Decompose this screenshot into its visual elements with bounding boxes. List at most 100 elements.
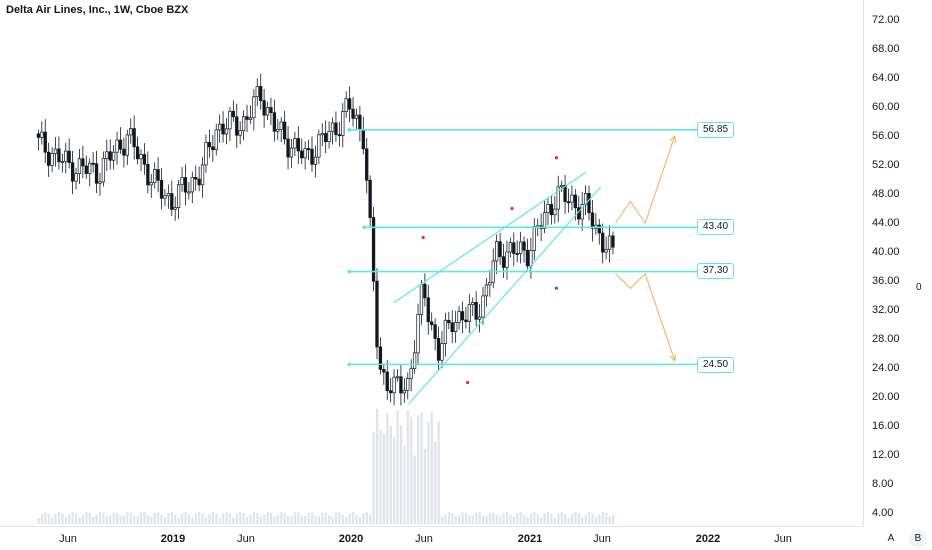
volume-bar xyxy=(232,517,235,524)
price-tick: 28.00 xyxy=(872,333,900,345)
volume-bar xyxy=(140,512,143,524)
volume-bar xyxy=(256,512,259,524)
volume-bar xyxy=(98,512,102,524)
volume-bar xyxy=(557,513,560,524)
forecast-path xyxy=(615,135,676,225)
candle-down xyxy=(525,249,530,267)
volume-bar xyxy=(605,512,608,524)
volume-bar xyxy=(252,512,256,524)
candle-up xyxy=(53,148,58,154)
price-tick: 24.00 xyxy=(872,362,900,374)
candle-up xyxy=(416,314,420,354)
price-tick: 36.00 xyxy=(872,275,900,287)
volume-bar xyxy=(174,514,177,524)
level-anchor-dot xyxy=(347,269,352,274)
volume-bar xyxy=(81,514,85,524)
volume-bar xyxy=(191,517,194,524)
volume-bar xyxy=(451,512,454,524)
candle-down xyxy=(368,179,372,218)
candle-up xyxy=(392,376,396,394)
volume-bar xyxy=(109,515,112,524)
candle-down xyxy=(118,139,123,150)
candle-down xyxy=(351,108,355,119)
candle-down xyxy=(563,185,567,202)
candle-down xyxy=(57,148,61,163)
volume-bar xyxy=(160,514,163,524)
candle-up xyxy=(293,138,297,149)
candle-down xyxy=(522,241,526,251)
candle-down xyxy=(601,232,605,253)
candle-up xyxy=(553,208,557,216)
candle-up xyxy=(129,128,133,136)
volume-bar xyxy=(105,516,108,524)
price-tick: 44.00 xyxy=(872,217,900,229)
candle-down xyxy=(375,280,379,348)
volume-bar xyxy=(44,512,47,524)
candle-down xyxy=(296,138,300,152)
pivot-marker xyxy=(554,286,559,290)
candle-down xyxy=(183,177,188,193)
candle-down xyxy=(142,154,147,165)
candle-up xyxy=(453,322,458,332)
volume-bar xyxy=(468,515,471,524)
candle-up xyxy=(200,164,205,186)
candle-up xyxy=(252,96,256,119)
volume-bar xyxy=(290,515,293,524)
candle-down xyxy=(573,194,577,209)
candle-up xyxy=(238,130,242,136)
candle-up xyxy=(139,154,143,160)
candle-down xyxy=(221,123,225,135)
auto-scale-button[interactable]: A xyxy=(887,533,895,544)
candle-up xyxy=(556,186,560,210)
candle-down xyxy=(43,131,47,153)
volume-bar xyxy=(464,512,468,524)
volume-bar xyxy=(211,512,215,524)
candle-up xyxy=(327,131,331,143)
volume-bar xyxy=(225,512,228,524)
level-anchor-dot xyxy=(347,362,352,367)
volume-bar xyxy=(68,514,71,524)
candle-up xyxy=(149,182,153,186)
candle-down xyxy=(197,178,201,186)
volume-bar xyxy=(475,512,478,524)
volume-bar xyxy=(157,512,160,524)
price-chart[interactable] xyxy=(0,0,863,526)
volume-bar xyxy=(163,516,167,524)
candle-up xyxy=(488,281,492,286)
volume-bar xyxy=(40,513,44,524)
candle-down xyxy=(146,163,150,186)
candle-up xyxy=(409,368,413,379)
volume-bar xyxy=(608,516,611,524)
candle-down xyxy=(378,346,383,370)
candle-down xyxy=(611,235,615,248)
volume-bar xyxy=(512,516,515,524)
b-scale-button[interactable]: B xyxy=(909,530,927,548)
volume-bar xyxy=(283,512,286,524)
volume-bar xyxy=(304,515,307,524)
volume-bar xyxy=(488,512,492,524)
volume-bar xyxy=(119,515,122,524)
volume-bar xyxy=(396,409,399,524)
volume-bar xyxy=(588,512,591,524)
volume-bar xyxy=(280,512,283,524)
volume-bar xyxy=(413,455,416,524)
volume-bar xyxy=(499,516,502,524)
price-tick: 52.00 xyxy=(872,159,900,171)
volume-bar xyxy=(78,516,81,524)
volume-bar xyxy=(526,517,529,524)
volume-bar xyxy=(427,421,430,524)
candle-up xyxy=(477,316,482,320)
candle-up xyxy=(265,107,270,116)
candle-down xyxy=(67,150,71,164)
volume-bar xyxy=(51,517,54,524)
volume-bar xyxy=(594,517,598,524)
volume-bar xyxy=(116,512,119,524)
volume-bar xyxy=(406,410,409,524)
candle-up xyxy=(111,151,116,161)
volume-bar xyxy=(150,516,153,524)
candle-down xyxy=(194,177,198,180)
candle-up xyxy=(50,153,54,166)
candle-down xyxy=(587,193,591,214)
price-tick: 4.00 xyxy=(872,507,894,519)
candle-down xyxy=(515,253,519,256)
